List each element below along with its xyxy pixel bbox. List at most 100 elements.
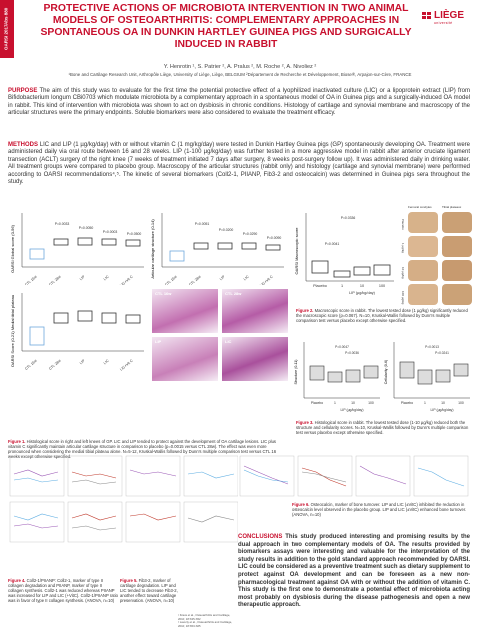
box-ctl16 xyxy=(29,248,45,260)
fig1b-cat1: CTL 28w xyxy=(188,274,202,285)
fig1a-p2: P=0.0050 xyxy=(79,226,94,230)
fig5-caption: Figure 5. Fib3-2, marker of cartilage de… xyxy=(120,578,178,603)
micrograph-grid: CTL 16w CTL 28w LIP LIC xyxy=(152,289,288,381)
university-logo: LIÈGE université xyxy=(420,8,472,40)
fig1a-ylabel: OARSI Global score (0-56) xyxy=(10,224,15,272)
fig1-panel-b: Articular cartilage structure (0-14) P=0… xyxy=(150,213,284,285)
svg-text:100: 100 xyxy=(379,284,385,288)
svg-text:Placebo: Placebo xyxy=(311,401,323,405)
fig3-caption: Figure 3. Histological score in rabbit. … xyxy=(296,420,469,435)
micrograph-lip: LIP xyxy=(152,337,218,381)
fig1b-cat0: CTL 16w xyxy=(164,274,178,285)
box-licvit xyxy=(125,239,141,247)
svg-text:10: 10 xyxy=(360,284,364,288)
fig2-ylabel: OARSI Macroscopic score xyxy=(294,227,299,275)
purpose-heading: PURPOSE xyxy=(8,88,38,94)
svg-text:LIP (µg/kg/day): LIP (µg/kg/day) xyxy=(431,408,454,412)
fig1c-cat3: LIC xyxy=(103,358,110,365)
fig1c-ylabel: OARSI Score (0-21) Medial tibial plateau xyxy=(10,295,15,367)
box-lip xyxy=(77,237,93,246)
svg-text:Placebo: Placebo xyxy=(401,401,413,405)
fig1-panel-a: OARSI Global score (0-56) P=0.0033 P=0.0… xyxy=(10,213,144,285)
affiliations: ¹Bone and Cartilage Research Unit, Arthr… xyxy=(68,72,412,77)
logo-sub: université xyxy=(434,21,453,25)
tag-line1: OARSI 2017 xyxy=(3,24,9,51)
fig6-charts xyxy=(239,455,469,497)
micrograph-ctl28: CTL 28w xyxy=(222,289,288,333)
fig1b-p3: P=0.0290 xyxy=(243,232,258,236)
tag-line2: Abs 880 xyxy=(3,7,9,25)
fig3-right-chart: Cellularity (0-6) P=0.0013 P=0.0241 Plac… xyxy=(384,342,470,412)
svg-text:P=0.0036: P=0.0036 xyxy=(345,351,359,355)
fig1a-p4: P=0.0500 xyxy=(127,232,142,236)
fig1b-cat3: LIC xyxy=(243,274,250,281)
micrograph-lic: LIC xyxy=(222,337,288,381)
fig1c-cat0: CTL 16w xyxy=(24,358,38,370)
figure2: OARSI Macroscopic score P=0.0336 P=0.004… xyxy=(292,205,472,315)
box-ctl28 xyxy=(53,312,69,324)
fig2-xlabel: LIP (µg/kg/day) xyxy=(349,291,375,295)
fig4-5-charts xyxy=(9,455,238,543)
box-ctl28 xyxy=(193,242,209,250)
fig1a-cat2: LIP xyxy=(79,274,86,281)
fig6-caption: Figure 6. Osteocalcin, marker of bone tu… xyxy=(292,502,467,517)
fig1-panel-c: OARSI Score (0-21) Medial tibial plateau… xyxy=(10,293,144,372)
fig1a-boxes xyxy=(29,237,141,260)
svg-text:Structure (0-11): Structure (0-11) xyxy=(294,360,298,385)
figure3: Structure (0-11) P=0.0047 P=0.0036 Place… xyxy=(292,336,472,436)
fig1b-cat2: LIP xyxy=(219,274,226,281)
conclusions-text: This study produced interesting and prom… xyxy=(238,534,470,609)
references: ¹ Kraus et al., Osteoarthritis and Carti… xyxy=(178,613,233,628)
fig1b-cat4: LIC+Vit C xyxy=(259,274,274,285)
svg-text:1: 1 xyxy=(341,284,343,288)
purpose-text: The aim of this study was to evaluate fo… xyxy=(8,88,470,117)
purpose-section: PURPOSE The aim of this study was to eva… xyxy=(8,88,470,118)
svg-text:Cellularity (0-6): Cellularity (0-6) xyxy=(384,360,388,384)
fig2-photos: Femoral condyles Tibial plateaux Placebo… xyxy=(400,205,472,305)
box-lip xyxy=(217,242,233,250)
svg-text:P=0.0241: P=0.0241 xyxy=(435,351,449,355)
fig1-caption: Figure 1. Histological score in right an… xyxy=(8,439,277,459)
fig1a-cat0: CTL 16w xyxy=(24,274,38,285)
fig1a-cat4: LIC+Vit C xyxy=(119,274,134,285)
fig2-p2: P=0.0041 xyxy=(325,242,340,246)
svg-text:10: 10 xyxy=(441,401,445,405)
conference-tag: OARSI 2017 Abs 880 xyxy=(0,0,14,58)
box-licvit xyxy=(125,314,141,324)
fig1b-p4: P=0.0090 xyxy=(267,236,282,240)
box-ctl16 xyxy=(29,326,45,346)
svg-text:LIP (µg/kg/day): LIP (µg/kg/day) xyxy=(341,408,364,412)
svg-text:P=0.0047: P=0.0047 xyxy=(335,345,349,349)
methods-text: LIC and LIP (1 µg/kg/day) with or withou… xyxy=(8,142,470,186)
poster-title: PROTECTIVE ACTIONS OF MICROBIOTA INTERVE… xyxy=(40,3,412,50)
box-lip xyxy=(77,310,93,322)
fig2-chart: OARSI Macroscopic score P=0.0336 P=0.004… xyxy=(294,213,394,295)
methods-heading: METHODS xyxy=(8,142,38,148)
svg-text:Placebo: Placebo xyxy=(313,284,327,288)
svg-text:100: 100 xyxy=(458,401,464,405)
fig1a-p1: P=0.0033 xyxy=(55,222,70,226)
fig4-caption: Figure 4. Coll2-1/PIIANP: Coll2-1, marke… xyxy=(8,578,118,603)
fig1b-p2: P=0.0200 xyxy=(219,228,234,232)
figure1: OARSI Global score (0-56) P=0.0033 P=0.0… xyxy=(8,205,288,467)
fig1c-cat1: CTL 28w xyxy=(48,358,62,370)
fig1c-cat4: LIC+Vit C xyxy=(119,358,134,371)
box-licvit xyxy=(265,244,281,251)
authors: Y. Henrotin ¹, S. Patrier ², A. Pralus ²… xyxy=(163,64,317,70)
box-lic xyxy=(241,242,257,250)
fig1c-cat2: LIP xyxy=(79,358,86,365)
svg-text:1: 1 xyxy=(334,401,336,405)
fig3-left-chart: Structure (0-11) P=0.0047 P=0.0036 Place… xyxy=(294,342,380,412)
box-ctl28 xyxy=(53,238,69,246)
box-lic xyxy=(101,238,117,246)
svg-text:1: 1 xyxy=(424,401,426,405)
svg-text:100: 100 xyxy=(368,401,374,405)
box-ctl16 xyxy=(169,250,185,262)
fig1a-cat1: CTL 28w xyxy=(48,274,62,285)
fig2-caption: Figure 2. Macroscopic score in rabbit. T… xyxy=(296,308,468,323)
methods-section: METHODS LIC and LIP (1 µg/kg/day) with o… xyxy=(8,142,470,186)
svg-text:P=0.0013: P=0.0013 xyxy=(425,345,439,349)
svg-text:10: 10 xyxy=(351,401,355,405)
conclusions-heading: CONCLUSIONS xyxy=(238,534,283,540)
logo-name: LIÈGE xyxy=(434,10,465,21)
